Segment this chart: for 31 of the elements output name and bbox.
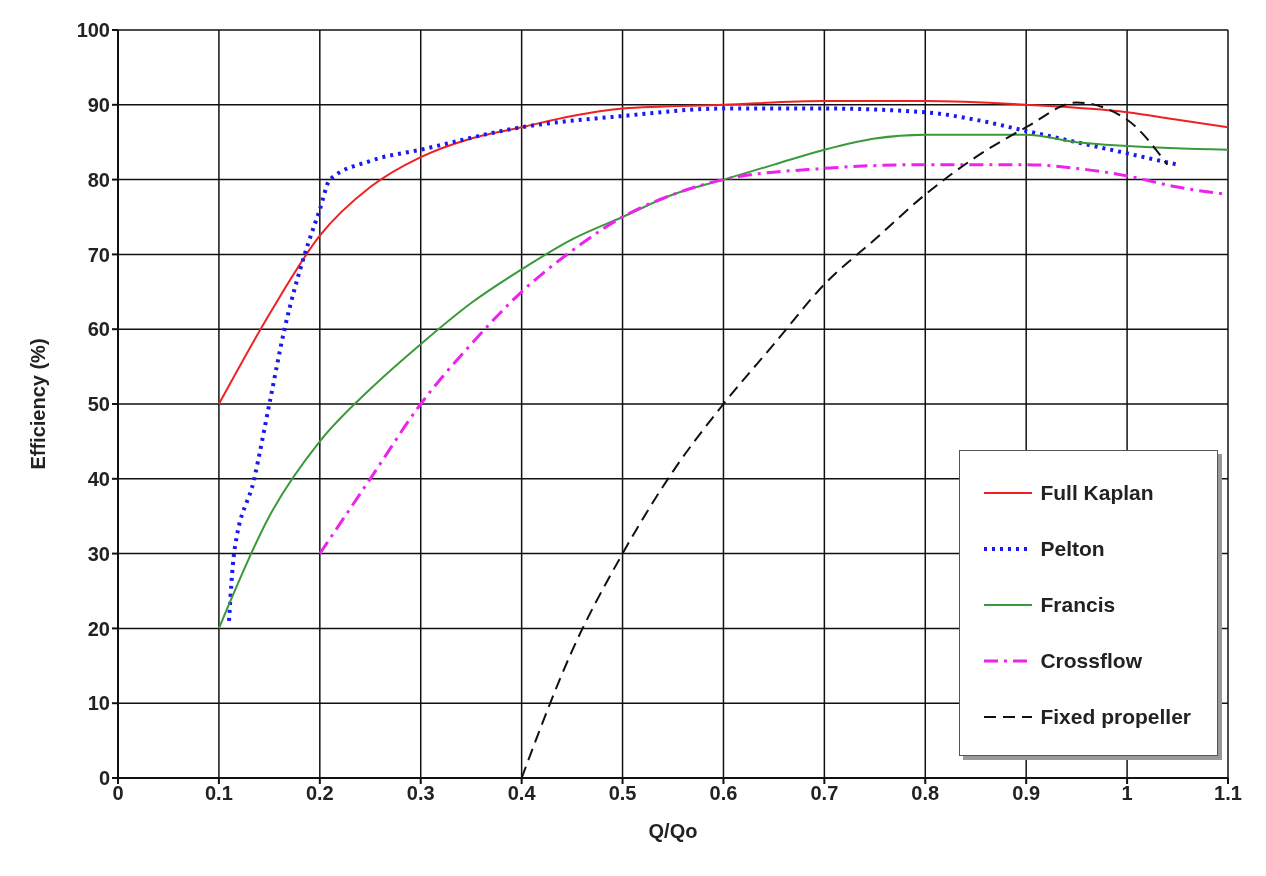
y-tick-label: 0 [98,767,110,790]
legend-label: Crossflow [1040,649,1142,673]
x-tick-label: 0.8 [911,782,940,805]
y-tick-label: 40 [87,467,110,490]
y-tick-label: 90 [87,93,110,116]
x-tick-label: 1.1 [1214,782,1242,805]
x-tick-label: 0.4 [507,782,537,805]
y-tick-label: 30 [87,542,110,565]
y-axis-title: Efficiency (%) [27,338,50,470]
x-tick-label: 0.2 [305,782,334,805]
x-tick-label: 0 [112,782,124,805]
y-tick-label: 70 [87,243,110,266]
x-tick-label: 0.6 [709,782,738,805]
legend-label: Full Kaplan [1040,481,1154,505]
y-tick-label: 100 [76,19,110,42]
line-series [217,100,1228,405]
x-tick-label: 0.1 [205,782,233,805]
y-tick-label: 60 [87,318,110,341]
x-tick-label: 0.3 [406,782,435,805]
legend-label: Francis [1040,593,1116,617]
x-axis-title: Q/Qo [648,820,698,842]
y-tick-label: 20 [87,617,110,640]
x-tick-label: 0.9 [1012,782,1041,805]
x-tick-label: 1 [1121,782,1133,805]
y-tick-label: 80 [87,168,110,191]
legend-label: Fixed propeller [1040,705,1191,729]
y-tick-label: 50 [87,393,110,416]
legend-label: Pelton [1040,537,1105,561]
x-tick-label: 0.7 [810,782,839,805]
x-tick-label: 0.5 [608,782,637,805]
y-tick-label: 10 [87,692,110,715]
